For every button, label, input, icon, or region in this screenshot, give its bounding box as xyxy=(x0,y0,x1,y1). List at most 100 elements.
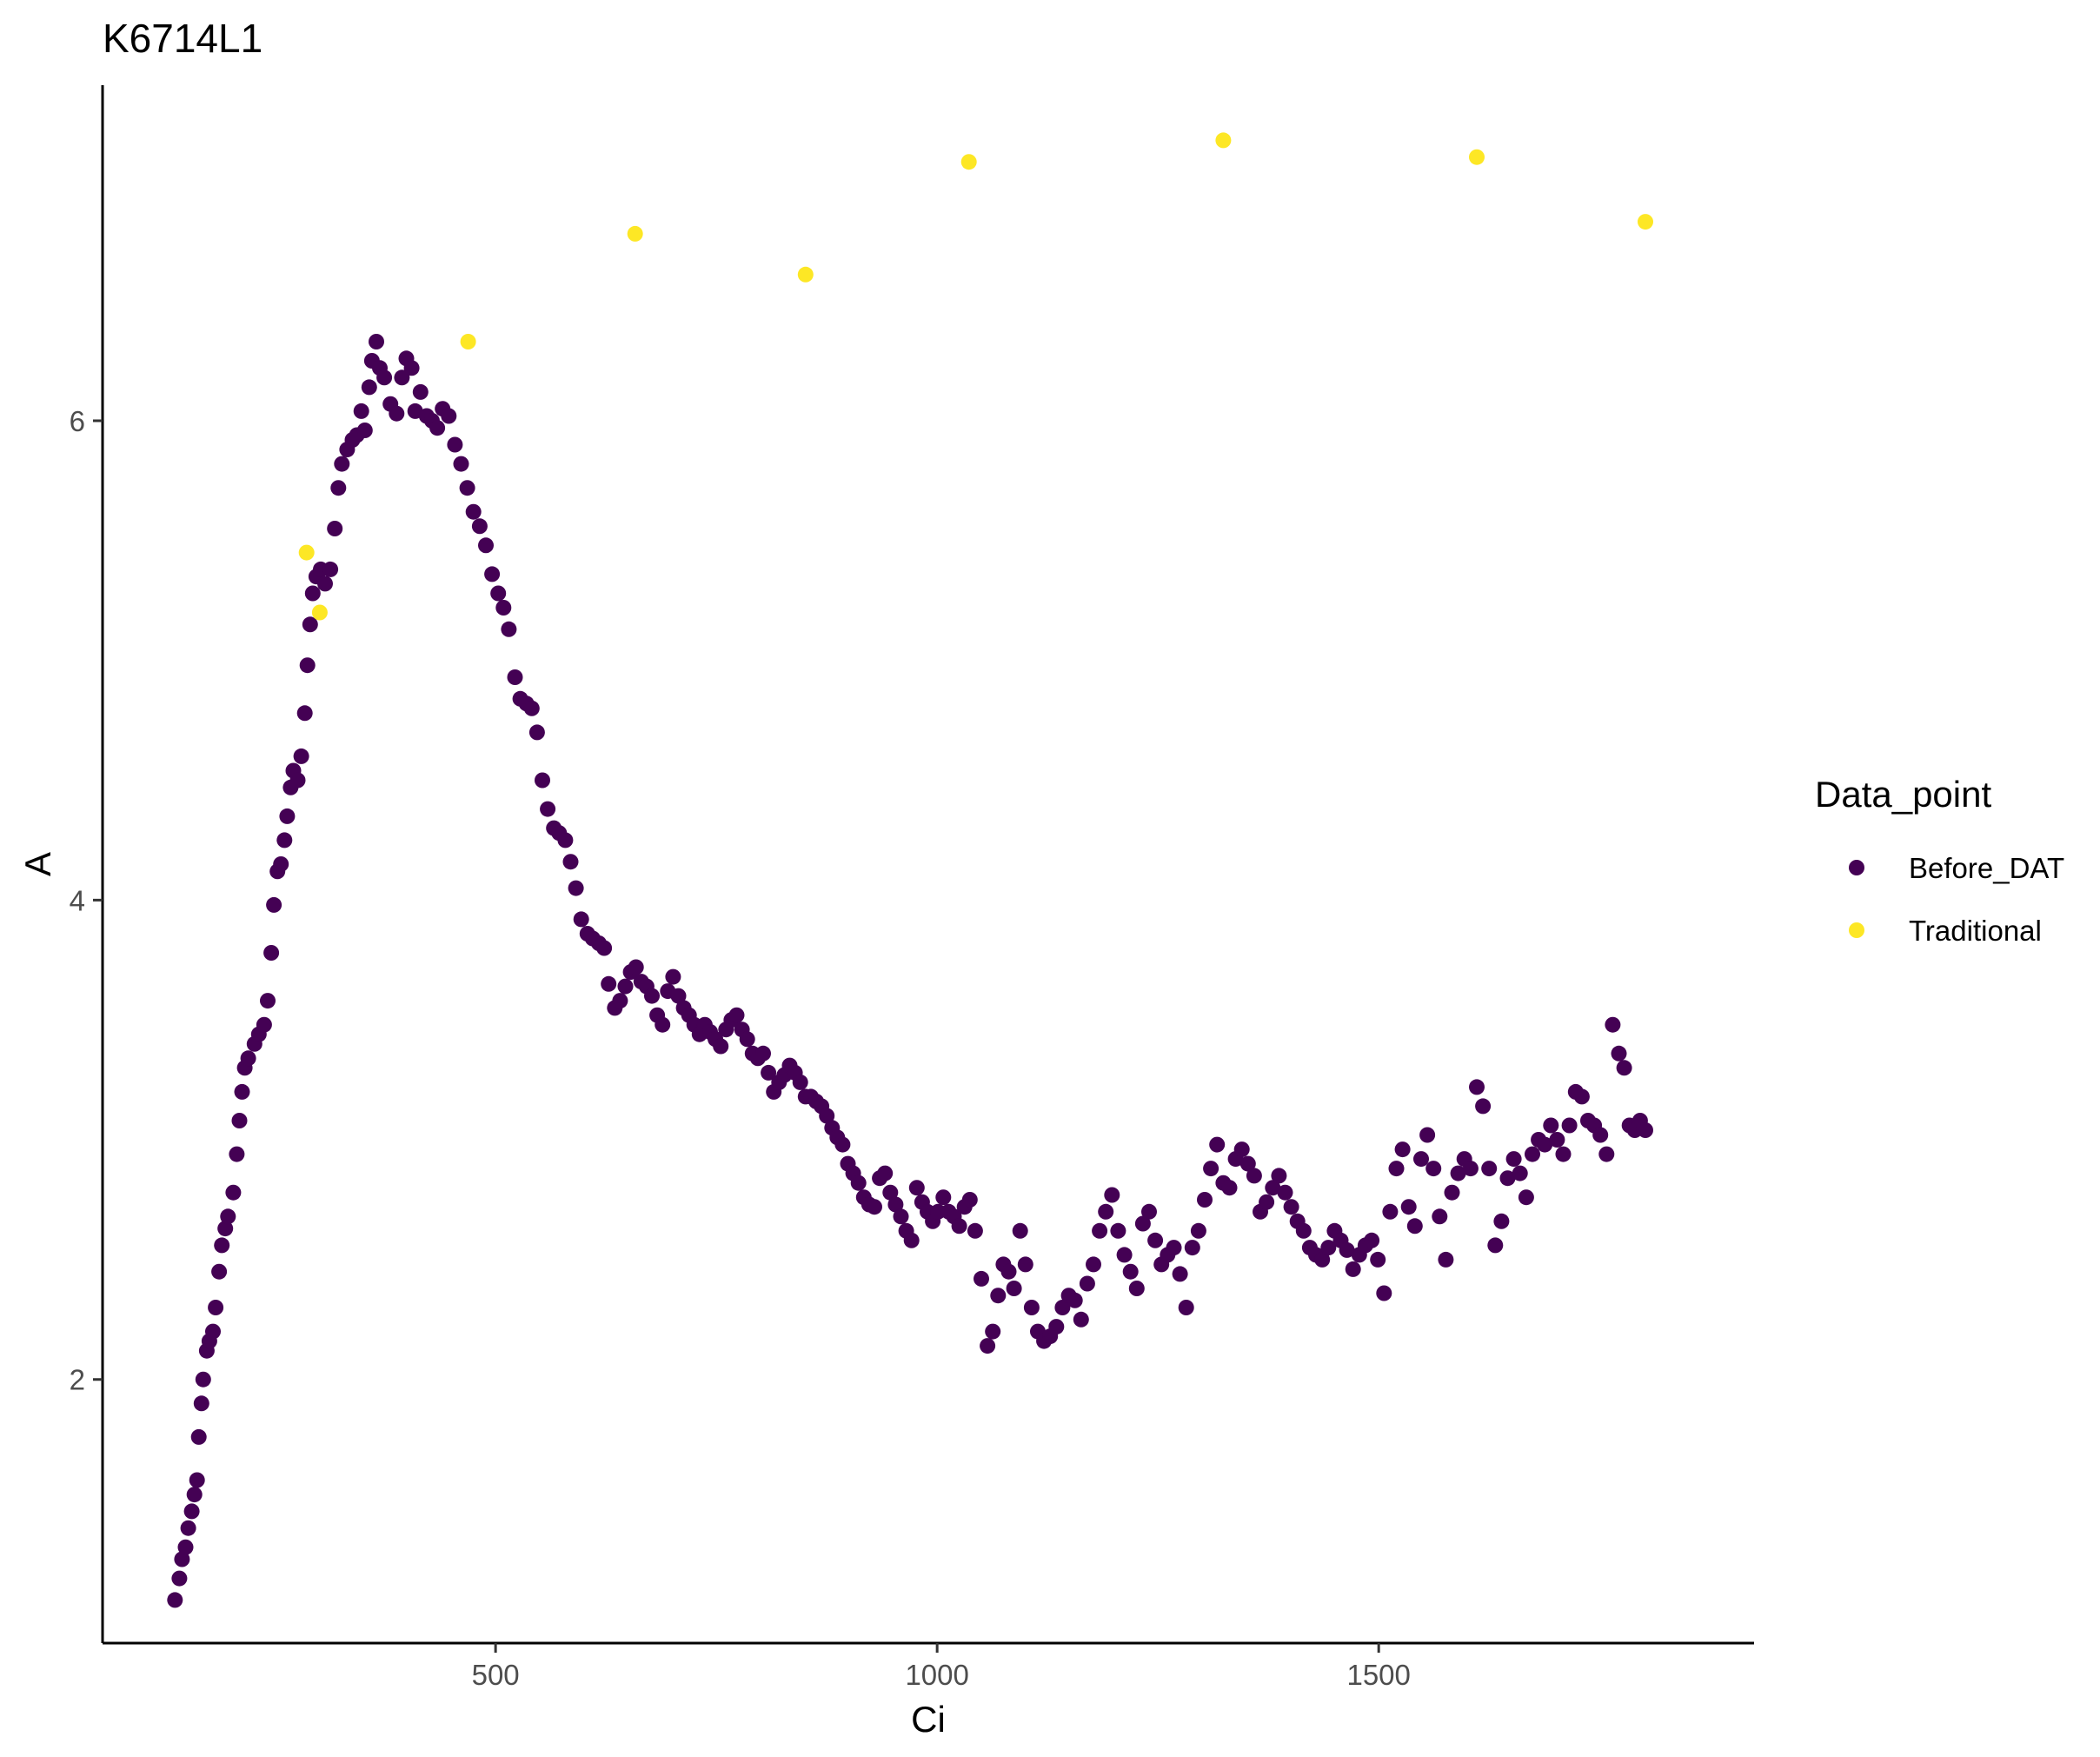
point-before-dat xyxy=(562,854,579,870)
point-before-dat xyxy=(819,1108,835,1124)
point-before-dat xyxy=(1233,1141,1250,1158)
point-before-dat xyxy=(1493,1213,1510,1229)
point-before-dat xyxy=(761,1064,777,1081)
points-layer xyxy=(167,132,1653,1608)
point-before-dat xyxy=(877,1165,894,1181)
point-before-dat xyxy=(1339,1241,1355,1258)
point-before-dat xyxy=(1295,1222,1312,1239)
point-before-dat xyxy=(1006,1281,1022,1296)
point-before-dat xyxy=(234,1083,250,1100)
point-before-dat xyxy=(220,1208,236,1225)
point-before-dat xyxy=(1616,1060,1632,1076)
point-traditional xyxy=(960,154,977,170)
point-before-dat xyxy=(1419,1127,1436,1143)
point-before-dat xyxy=(1499,1170,1516,1187)
point-before-dat xyxy=(792,1074,808,1090)
point-before-dat xyxy=(322,561,339,577)
point-before-dat xyxy=(256,1016,272,1033)
point-before-dat xyxy=(961,1192,978,1208)
x-axis-ticks: 500 1000 1500 xyxy=(472,1643,1411,1691)
point-before-dat xyxy=(1376,1285,1392,1301)
point-before-dat xyxy=(850,1175,867,1191)
point-before-dat xyxy=(1116,1247,1133,1263)
point-before-dat xyxy=(1239,1155,1256,1172)
point-before-dat xyxy=(1122,1263,1139,1280)
point-before-dat xyxy=(334,456,350,472)
y-axis-ticks: 2 4 6 xyxy=(70,405,103,1396)
point-before-dat xyxy=(1320,1240,1337,1256)
point-before-dat xyxy=(601,975,617,992)
point-before-dat xyxy=(1382,1203,1399,1220)
point-before-dat xyxy=(1518,1189,1534,1206)
point-before-dat xyxy=(1481,1161,1498,1177)
point-before-dat xyxy=(1413,1151,1429,1168)
point-before-dat xyxy=(1098,1203,1114,1220)
point-before-dat xyxy=(193,1395,209,1412)
point-before-dat xyxy=(1073,1311,1089,1328)
x-tick-label: 500 xyxy=(472,1659,520,1691)
point-before-dat xyxy=(495,600,512,616)
point-before-dat xyxy=(190,1428,207,1445)
point-before-dat xyxy=(528,724,545,741)
point-traditional xyxy=(1638,214,1653,230)
point-before-dat xyxy=(612,993,628,1009)
point-before-dat xyxy=(1184,1240,1200,1256)
point-before-dat xyxy=(670,988,687,1004)
point-before-dat xyxy=(1017,1256,1033,1273)
point-before-dat xyxy=(225,1184,242,1201)
point-before-dat xyxy=(229,1146,245,1162)
point-before-dat xyxy=(1271,1168,1287,1184)
point-before-dat xyxy=(186,1487,203,1503)
point-before-dat xyxy=(174,1551,190,1567)
y-tick-label: 2 xyxy=(70,1364,85,1396)
point-before-dat xyxy=(1054,1300,1071,1315)
point-before-dat xyxy=(1487,1237,1504,1254)
point-before-dat xyxy=(568,880,584,896)
point-before-dat xyxy=(1611,1045,1627,1062)
point-before-dat xyxy=(1000,1263,1017,1280)
legend-key-before-dat xyxy=(1849,860,1864,875)
point-before-dat xyxy=(369,334,384,349)
point-before-dat xyxy=(1048,1319,1065,1335)
point-traditional xyxy=(1215,132,1232,149)
x-axis-label: Ci xyxy=(911,1699,946,1740)
point-before-dat xyxy=(183,1503,200,1520)
point-before-dat xyxy=(1400,1199,1417,1215)
point-before-dat xyxy=(573,911,589,928)
point-before-dat xyxy=(195,1371,211,1388)
point-traditional xyxy=(797,266,814,283)
point-before-dat xyxy=(296,705,313,722)
point-before-dat xyxy=(317,576,333,592)
point-before-dat xyxy=(273,856,289,872)
point-before-dat xyxy=(1394,1141,1411,1158)
point-before-dat xyxy=(1104,1187,1120,1203)
point-before-dat xyxy=(501,621,517,637)
point-before-dat xyxy=(1172,1266,1188,1282)
point-before-dat xyxy=(1023,1300,1040,1315)
point-before-dat xyxy=(217,1221,234,1237)
point-before-dat xyxy=(304,585,321,602)
legend: Data_point Before_DAT Traditional xyxy=(1815,774,2064,947)
point-traditional xyxy=(1469,149,1485,165)
point-before-dat xyxy=(1092,1222,1108,1239)
legend-label: Before_DAT xyxy=(1909,852,2064,884)
point-before-dat xyxy=(1388,1161,1405,1177)
point-before-dat xyxy=(980,1338,996,1354)
point-before-dat xyxy=(459,480,475,496)
point-before-dat xyxy=(1079,1275,1095,1292)
point-before-dat xyxy=(1209,1136,1226,1153)
x-tick-label: 1500 xyxy=(1346,1659,1410,1691)
point-before-dat xyxy=(1450,1165,1466,1181)
point-before-dat xyxy=(1178,1300,1194,1315)
point-before-dat xyxy=(1067,1292,1083,1308)
point-before-dat xyxy=(728,1007,745,1023)
point-before-dat xyxy=(289,772,306,789)
point-before-dat xyxy=(523,700,540,716)
point-before-dat xyxy=(1555,1146,1572,1162)
y-tick-label: 4 xyxy=(70,884,85,916)
point-before-dat xyxy=(1475,1098,1492,1115)
point-before-dat xyxy=(263,945,280,961)
point-before-dat xyxy=(1573,1088,1590,1105)
